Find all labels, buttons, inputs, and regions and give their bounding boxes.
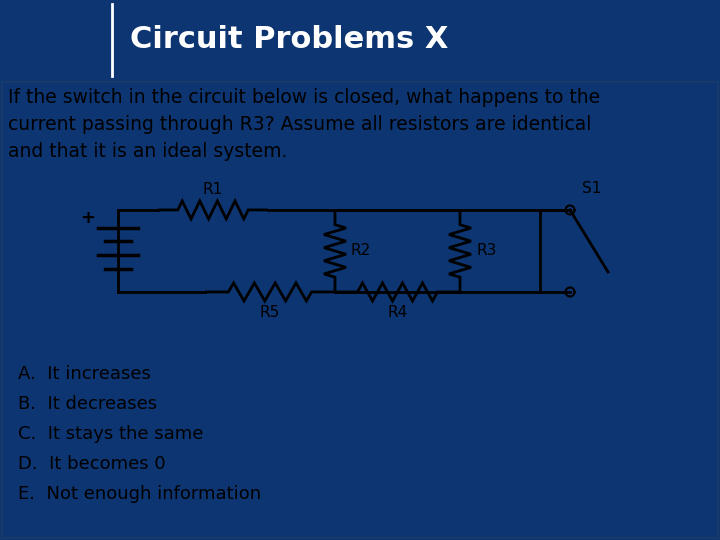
Text: R1: R1 xyxy=(203,182,223,197)
Text: E.  Not enough information: E. Not enough information xyxy=(18,485,261,503)
Text: D.  It becomes 0: D. It becomes 0 xyxy=(18,455,166,473)
Text: R3: R3 xyxy=(476,244,496,259)
Text: S1: S1 xyxy=(582,181,601,196)
Text: R2: R2 xyxy=(351,244,372,259)
Text: R5: R5 xyxy=(260,305,280,320)
Text: R4: R4 xyxy=(387,305,408,320)
Text: If the switch in the circuit below is closed, what happens to the
current passin: If the switch in the circuit below is cl… xyxy=(8,88,600,161)
Text: C.  It stays the same: C. It stays the same xyxy=(18,425,203,443)
Text: +: + xyxy=(81,209,96,227)
Text: A.  It increases: A. It increases xyxy=(18,365,151,383)
Text: B.  It decreases: B. It decreases xyxy=(18,395,157,413)
Text: Circuit Problems X: Circuit Problems X xyxy=(130,25,448,55)
